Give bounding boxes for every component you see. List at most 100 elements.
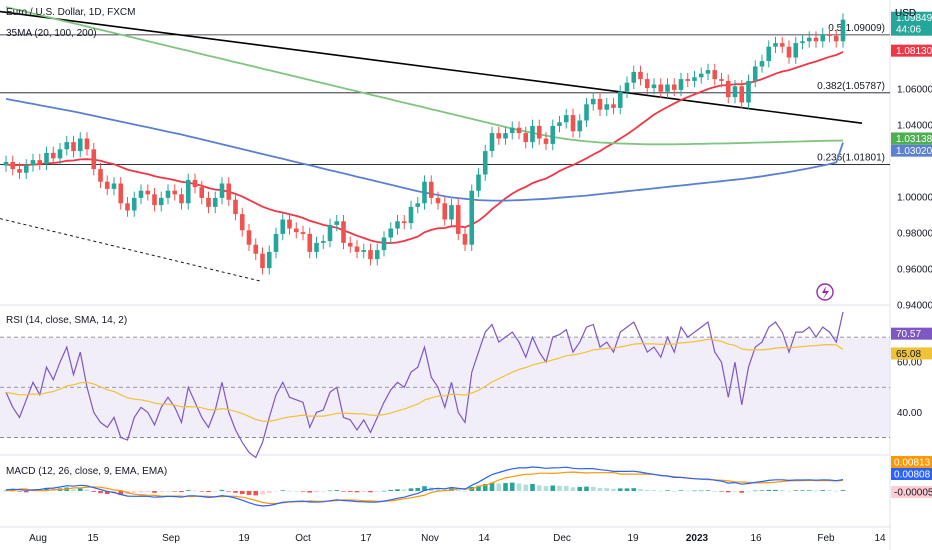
candle-body[interactable]: [118, 183, 124, 204]
candle-body[interactable]: [131, 197, 137, 211]
candle-body[interactable]: [253, 244, 259, 254]
candle-body[interactable]: [455, 205, 461, 234]
macd-histogram-bar[interactable]: [725, 491, 731, 493]
candle-body[interactable]: [833, 35, 839, 42]
candle-body[interactable]: [354, 246, 360, 252]
candle-body[interactable]: [543, 138, 549, 144]
macd-histogram-bar[interactable]: [118, 491, 124, 495]
candle-body[interactable]: [300, 232, 306, 234]
macd-title[interactable]: MACD (12, 26, close, 9, EMA, EMA): [6, 466, 167, 477]
macd-histogram-bar[interactable]: [584, 486, 589, 491]
macd-histogram-bar[interactable]: [820, 490, 826, 491]
candle-body[interactable]: [287, 219, 292, 229]
macd-histogram-bar[interactable]: [685, 490, 691, 492]
candle-body[interactable]: [192, 179, 198, 188]
symbol-title[interactable]: Euro / U.S. Dollar, 1D, FXCM: [6, 7, 135, 18]
macd-histogram-bar[interactable]: [719, 491, 724, 492]
macd-histogram-bar[interactable]: [779, 490, 785, 491]
candle-body[interactable]: [469, 190, 475, 245]
macd-histogram-bar[interactable]: [644, 489, 650, 491]
candle-body[interactable]: [77, 138, 83, 152]
candle-body[interactable]: [415, 203, 421, 207]
candle-body[interactable]: [233, 199, 238, 215]
macd-histogram-bar[interactable]: [806, 490, 812, 491]
candle-body[interactable]: [482, 151, 488, 175]
macd-histogram-bar[interactable]: [50, 489, 56, 491]
candle-body[interactable]: [374, 250, 380, 260]
trendline-support[interactable]: [0, 218, 263, 283]
candle-body[interactable]: [692, 77, 697, 81]
candle-body[interactable]: [611, 104, 616, 108]
macd-histogram-bar[interactable]: [23, 491, 29, 493]
macd-histogram-bar[interactable]: [374, 491, 380, 492]
macd-line-macd[interactable]: [5, 466, 844, 507]
candle-body[interactable]: [293, 228, 299, 233]
candle-body[interactable]: [152, 194, 157, 206]
candle-body[interactable]: [786, 46, 792, 58]
macd-histogram-bar[interactable]: [489, 482, 495, 491]
macd-histogram-bar[interactable]: [793, 490, 799, 491]
candle-body[interactable]: [401, 221, 407, 224]
candle-body[interactable]: [590, 98, 596, 105]
candle-body[interactable]: [584, 104, 589, 121]
macd-histogram-bar[interactable]: [381, 490, 387, 492]
candle-body[interactable]: [179, 194, 184, 204]
macd-histogram-bar[interactable]: [455, 490, 461, 491]
macd-histogram-bar[interactable]: [368, 491, 373, 493]
macd-histogram-bar[interactable]: [395, 489, 400, 491]
macd-histogram-bar[interactable]: [557, 485, 562, 491]
candle-body[interactable]: [138, 190, 144, 198]
macd-histogram-bar[interactable]: [307, 491, 313, 493]
candle-body[interactable]: [523, 133, 529, 143]
candle-body[interactable]: [84, 138, 90, 150]
candle-body[interactable]: [158, 197, 164, 206]
candle-body[interactable]: [408, 206, 414, 224]
candle-body[interactable]: [307, 233, 313, 252]
candle-body[interactable]: [563, 115, 569, 123]
macd-histogram-bar[interactable]: [712, 491, 718, 492]
candle-body[interactable]: [428, 181, 434, 198]
macd-histogram-bar[interactable]: [219, 489, 225, 491]
candle-body[interactable]: [624, 82, 630, 92]
macd-histogram-bar[interactable]: [212, 491, 218, 492]
candle-body[interactable]: [266, 251, 272, 269]
candle-body[interactable]: [145, 190, 151, 195]
rsi-line-rsi[interactable]: [5, 311, 844, 459]
candle-body[interactable]: [64, 142, 70, 150]
macd-histogram-bar[interactable]: [752, 490, 758, 492]
candle-body[interactable]: [665, 84, 670, 92]
macd-histogram-bar[interactable]: [145, 491, 151, 493]
candle-body[interactable]: [368, 250, 373, 260]
macd-histogram-bar[interactable]: [590, 486, 596, 491]
candle-body[interactable]: [212, 197, 218, 207]
candle-body[interactable]: [44, 152, 49, 164]
ma-line-ma-20[interactable]: [5, 51, 844, 245]
macd-histogram-bar[interactable]: [206, 491, 211, 493]
macd-histogram-bar[interactable]: [604, 488, 610, 491]
candle-body[interactable]: [752, 66, 758, 81]
candle-body[interactable]: [23, 165, 29, 173]
macd-histogram-bar[interactable]: [293, 491, 299, 492]
candle-body[interactable]: [125, 203, 130, 211]
macd-histogram-bar[interactable]: [550, 485, 556, 492]
candle-body[interactable]: [165, 190, 171, 198]
candle-body[interactable]: [813, 37, 819, 42]
candle-body[interactable]: [435, 197, 441, 204]
macd-histogram-bar[interactable]: [138, 491, 144, 493]
candle-body[interactable]: [57, 149, 63, 159]
macd-histogram-bar[interactable]: [131, 491, 137, 493]
candle-body[interactable]: [347, 242, 353, 247]
candle-body[interactable]: [820, 34, 826, 42]
macd-histogram-bar[interactable]: [361, 491, 367, 492]
candle-body[interactable]: [550, 125, 556, 144]
macd-histogram-bar[interactable]: [71, 489, 76, 491]
macd-histogram-bar[interactable]: [503, 483, 508, 491]
candle-body[interactable]: [489, 133, 495, 152]
macd-histogram-bar[interactable]: [739, 491, 745, 493]
candle-body[interactable]: [206, 197, 211, 207]
rsi-title[interactable]: RSI (14, close, SMA, 14, 2): [6, 315, 127, 326]
macd-histogram-bar[interactable]: [813, 490, 819, 492]
candle-body[interactable]: [280, 219, 286, 234]
candle-body[interactable]: [37, 160, 43, 164]
